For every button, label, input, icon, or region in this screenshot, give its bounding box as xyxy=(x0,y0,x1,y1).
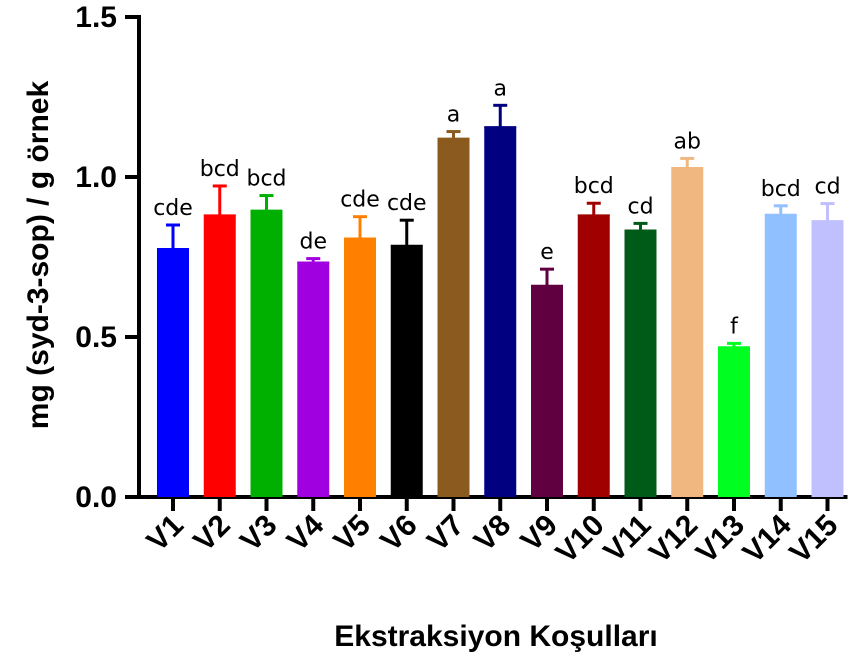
significance-label: a xyxy=(447,103,460,128)
bar-v4 xyxy=(297,262,330,497)
y-axis-title: mg (syd-3-sop) / g örnek xyxy=(22,81,55,430)
significance-label: bcd xyxy=(200,157,240,182)
bars xyxy=(157,103,844,498)
bar-v9 xyxy=(531,285,563,497)
significance-label: f xyxy=(730,314,739,339)
x-tick-label: V8 xyxy=(468,509,517,558)
bar-v14 xyxy=(764,214,797,497)
significance-label: cde xyxy=(340,188,380,213)
bar-v3 xyxy=(250,210,283,497)
bar-v10 xyxy=(577,215,610,497)
x-tick-label: V7 xyxy=(421,509,470,558)
x-tick-label: V2 xyxy=(187,509,236,558)
x-tick-label: V14 xyxy=(737,508,798,569)
significance-label: de xyxy=(300,230,328,255)
bar-v1 xyxy=(157,249,189,497)
bar-v6 xyxy=(390,245,423,497)
x-tick-label: V5 xyxy=(328,509,377,558)
x-tick-label: V1 xyxy=(141,509,190,558)
significance-label: bcd xyxy=(246,167,286,192)
y-tick-label: 1.5 xyxy=(75,1,117,34)
bar-v8 xyxy=(484,127,517,497)
bar-v12 xyxy=(671,168,704,498)
bar-v2 xyxy=(203,215,236,497)
significance-label: cde xyxy=(387,191,427,216)
x-tick-label: V15 xyxy=(783,509,844,570)
y-tick-label: 0.5 xyxy=(75,321,117,354)
y-tick-label: 0.0 xyxy=(75,481,117,514)
significance-label: a xyxy=(494,76,507,101)
x-tick-label: V10 xyxy=(550,509,611,570)
x-tick-label: V12 xyxy=(643,509,704,570)
bar-v13 xyxy=(718,347,750,497)
bar-v5 xyxy=(344,238,376,497)
bar-v15 xyxy=(811,221,844,497)
x-tick-label: V13 xyxy=(690,509,751,570)
significance-label: cd xyxy=(814,175,840,200)
x-tick-label: V6 xyxy=(374,509,423,558)
significance-label: e xyxy=(540,240,554,265)
bar-v11 xyxy=(624,230,657,497)
significance-label: cd xyxy=(627,194,653,219)
y-tick-label: 1.0 xyxy=(75,161,117,194)
significance-label: ab xyxy=(674,129,701,154)
x-tick-label: V3 xyxy=(234,509,283,558)
significance-label: bcd xyxy=(574,174,614,199)
significance-label: cde xyxy=(153,196,193,221)
x-tick-label: V11 xyxy=(598,509,658,569)
bar-v7 xyxy=(437,138,470,497)
significance-label: bcd xyxy=(761,177,801,202)
x-axis-title: Ekstraksiyon Koşulları xyxy=(334,620,657,653)
x-tick-label: V4 xyxy=(281,508,331,558)
